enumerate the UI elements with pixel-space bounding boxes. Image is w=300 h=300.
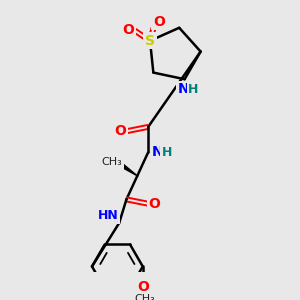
Text: H: H	[162, 146, 172, 159]
Text: CH₃: CH₃	[134, 294, 155, 300]
Text: O: O	[148, 197, 160, 211]
Text: HN: HN	[98, 209, 119, 222]
Text: N: N	[152, 145, 163, 159]
Text: O: O	[114, 124, 126, 138]
Text: S: S	[145, 34, 155, 48]
Text: N: N	[178, 82, 189, 96]
Text: O: O	[122, 23, 134, 37]
Text: CH₃: CH₃	[102, 157, 122, 167]
Text: O: O	[137, 280, 149, 294]
Polygon shape	[116, 160, 137, 176]
Text: H: H	[188, 83, 199, 96]
Text: O: O	[153, 15, 165, 29]
